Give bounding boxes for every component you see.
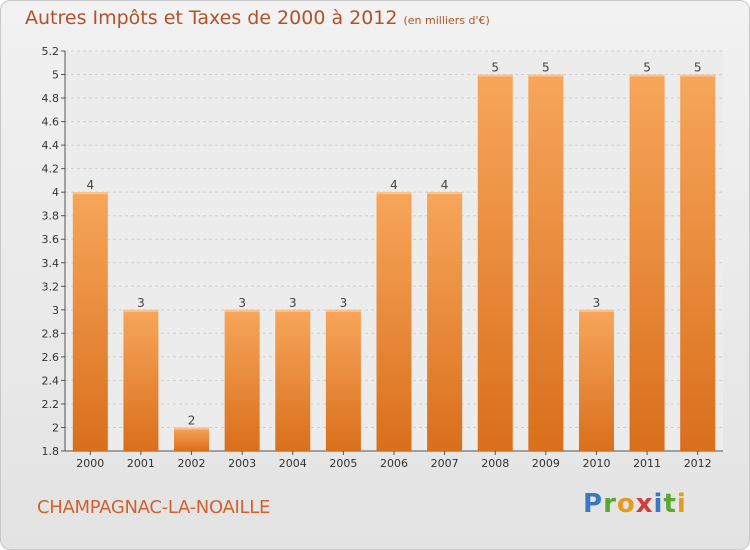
bar (629, 74, 665, 451)
logo-letter: o (616, 489, 636, 519)
y-tick-label: 2.4 (42, 374, 60, 387)
chart-unit: (en milliers d'€) (403, 14, 490, 27)
y-tick-label: 4.4 (42, 139, 60, 152)
bar-highlight (224, 309, 260, 312)
bar-highlight (680, 74, 716, 77)
x-tick-label: 2000 (76, 457, 104, 470)
bar-highlight (72, 192, 108, 195)
y-tick-label: 4 (52, 186, 59, 199)
data-label: 5 (491, 61, 499, 75)
bar-highlight (123, 309, 159, 312)
bar (325, 309, 361, 451)
proxiti-logo: Proxiti (583, 489, 687, 519)
y-tick-label: 1.8 (42, 445, 60, 458)
bar-highlight (174, 427, 210, 430)
x-tick-label: 2005 (329, 457, 357, 470)
bar (123, 309, 159, 451)
y-tick-label: 3 (52, 304, 59, 317)
y-tick-label: 4.8 (42, 92, 60, 105)
y-tick-label: 2 (52, 421, 59, 434)
bar (477, 74, 513, 451)
data-label: 4 (441, 178, 449, 192)
x-tick-label: 2001 (127, 457, 155, 470)
data-label: 5 (643, 61, 651, 75)
y-tick-label: 3.8 (42, 210, 60, 223)
logo-letter: i (676, 489, 687, 519)
data-label: 3 (238, 296, 246, 310)
y-tick-label: 3.4 (42, 257, 60, 270)
x-tick-label: 2010 (582, 457, 610, 470)
bar-highlight (275, 309, 311, 312)
logo-letter: i (653, 489, 664, 519)
data-label: 4 (86, 178, 94, 192)
x-tick-label: 2008 (481, 457, 509, 470)
x-tick-label: 2006 (380, 457, 408, 470)
logo-letter: r (603, 489, 617, 519)
data-label: 3 (289, 296, 297, 310)
y-tick-label: 5.2 (42, 45, 60, 58)
commune-name: CHAMPAGNAC-LA-NOAILLE (37, 497, 271, 518)
x-tick-label: 2002 (178, 457, 206, 470)
bar-highlight (528, 74, 564, 77)
bar-highlight (427, 192, 463, 195)
logo-letter: t (663, 489, 677, 519)
bar (427, 192, 463, 452)
bar (578, 309, 614, 451)
data-label: 4 (390, 178, 398, 192)
y-tick-label: 2.6 (42, 351, 60, 364)
bar-highlight (477, 74, 513, 77)
data-label: 3 (340, 296, 348, 310)
bar (224, 309, 260, 451)
logo-letter: P (583, 489, 604, 519)
bar-highlight (629, 74, 665, 77)
y-tick-label: 2.2 (42, 398, 60, 411)
bar-highlight (376, 192, 412, 195)
y-tick-label: 4.6 (42, 116, 60, 129)
bar (174, 427, 210, 451)
bar-highlight (578, 309, 614, 312)
y-tick-label: 4.2 (42, 163, 60, 176)
y-tick-label: 5 (52, 69, 59, 82)
bar (72, 192, 108, 452)
bar (680, 74, 716, 451)
x-tick-label: 2003 (228, 457, 256, 470)
bar (376, 192, 412, 452)
chart-title: Autres Impôts et Taxes de 2000 à 2012 (en… (25, 7, 490, 29)
y-tick-label: 3.6 (42, 233, 60, 246)
bar (275, 309, 311, 451)
x-tick-label: 2011 (633, 457, 661, 470)
data-label: 3 (137, 296, 145, 310)
x-tick-label: 2007 (431, 457, 459, 470)
logo-letter: x (635, 489, 654, 519)
bar (528, 74, 564, 451)
data-label: 2 (188, 413, 196, 427)
data-label: 5 (542, 61, 550, 75)
x-tick-label: 2009 (532, 457, 560, 470)
x-tick-label: 2004 (279, 457, 307, 470)
bar-highlight (325, 309, 361, 312)
y-tick-label: 2.8 (42, 327, 60, 340)
chart-title-text: Autres Impôts et Taxes de 2000 à 2012 (25, 7, 398, 29)
data-label: 5 (694, 61, 702, 75)
y-tick-label: 3.2 (42, 280, 60, 293)
x-tick-label: 2012 (684, 457, 712, 470)
data-label: 3 (593, 296, 601, 310)
